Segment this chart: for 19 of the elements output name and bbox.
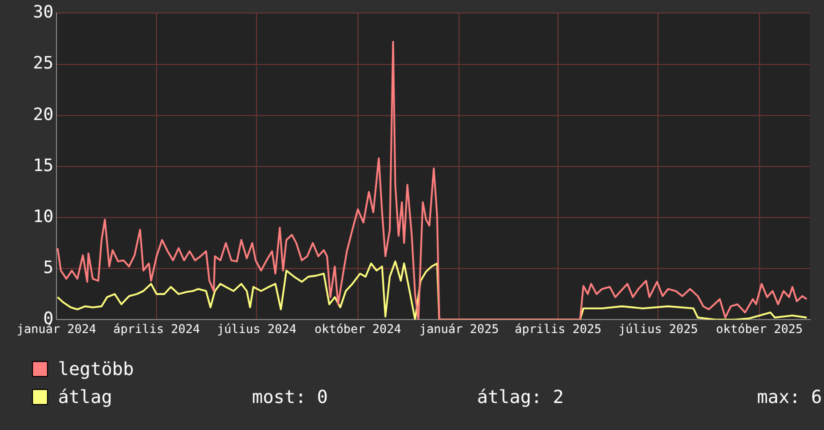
- y-tick-label: 20: [32, 104, 54, 125]
- x-tick-label: október 2024: [314, 322, 402, 336]
- y-tick-label: 25: [32, 54, 54, 74]
- x-tick-label: július 2025: [618, 322, 698, 336]
- y-tick-label: 15: [32, 156, 54, 176]
- y-tick-label: 30: [32, 2, 54, 23]
- y-tick-label: 10: [32, 206, 54, 227]
- text: most: 0: [252, 386, 329, 408]
- x-tick-label: január 2024: [16, 322, 96, 336]
- text: átlag: 2: [477, 386, 565, 408]
- legend-label: átlag: [58, 386, 112, 408]
- x-tick-label: április 2025: [514, 322, 602, 336]
- text: max: 6: [756, 386, 822, 408]
- x-tick-label: október 2025: [716, 322, 803, 336]
- y-tick-label: 5: [43, 258, 54, 278]
- x-tick-label: július 2024: [216, 322, 296, 336]
- x-tick-label: január 2025: [419, 322, 499, 336]
- legend-label: legtöbb: [58, 358, 134, 380]
- x-tick-label: április 2024: [113, 322, 200, 336]
